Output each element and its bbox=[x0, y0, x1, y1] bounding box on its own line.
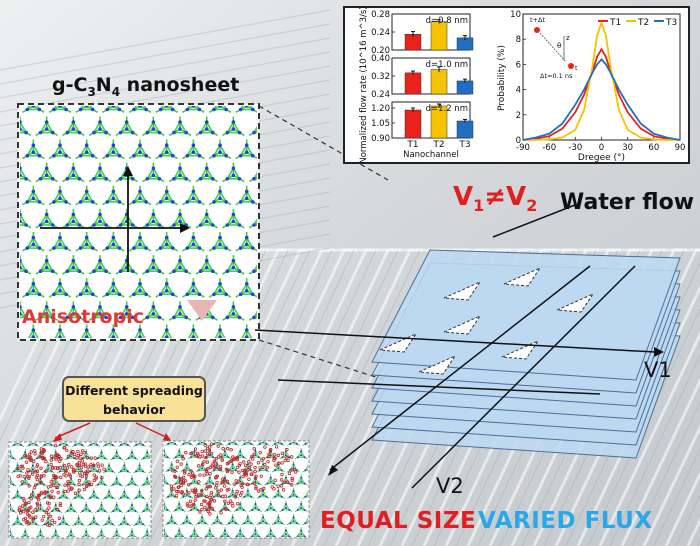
inset-molecule-2 bbox=[568, 63, 574, 69]
flow-line-v2-b bbox=[411, 265, 636, 489]
line-ytick-label: 4 bbox=[516, 86, 521, 96]
bar-panel-annotation: d=0.8 nm bbox=[426, 16, 468, 26]
bar-ytick-label: 1.20 bbox=[371, 104, 390, 114]
bar-T1 bbox=[404, 72, 422, 95]
connector-top bbox=[258, 105, 389, 181]
v1-arrowhead bbox=[654, 347, 664, 357]
anisotropic-label: Anisotropic bbox=[22, 306, 144, 328]
bar-ytick-label: 0.40 bbox=[371, 54, 390, 64]
thumb-right-water bbox=[169, 442, 298, 516]
flow-line-v1-a bbox=[254, 329, 656, 353]
inset-label-t: t bbox=[575, 64, 578, 72]
line-ytick-label: 2 bbox=[516, 111, 521, 121]
water-flow-line bbox=[492, 204, 576, 238]
line-xtick-label: 60 bbox=[648, 143, 659, 153]
pore-triangle bbox=[503, 266, 542, 287]
water-flow-label: Water flow bbox=[560, 190, 695, 215]
bar-category-label: T2 bbox=[432, 140, 444, 150]
chart-panel bbox=[343, 6, 690, 164]
line-ylabel: Probability (%) bbox=[497, 45, 507, 111]
flow-line-v1-b bbox=[277, 379, 601, 395]
line-xtick-label: 30 bbox=[622, 143, 633, 153]
inset-label-dt: Δt=0.1 ns bbox=[540, 72, 573, 80]
lattice-frame bbox=[17, 103, 260, 341]
v2-arrowhead bbox=[328, 465, 338, 476]
line-ytick-label: 8 bbox=[516, 35, 521, 45]
bar-ytick-label: 0.24 bbox=[371, 28, 390, 38]
inset-label-tdt: t+Δt bbox=[530, 16, 545, 24]
pore-triangle bbox=[443, 280, 482, 301]
line-xtick-label: 0 bbox=[599, 143, 604, 153]
bar-T3 bbox=[456, 80, 474, 95]
series-line-T1 bbox=[522, 47, 681, 141]
bar-T2 bbox=[430, 69, 448, 95]
arrow-right bbox=[135, 422, 169, 439]
v1-label: V1 bbox=[644, 358, 672, 382]
bar-T1 bbox=[404, 109, 422, 139]
vertical-arrowhead bbox=[123, 166, 133, 176]
g-c3n4-lattice bbox=[20, 106, 257, 338]
bar-ytick-label: 0.32 bbox=[371, 72, 390, 82]
nanosheet-title: g-C3N4 nanosheet bbox=[52, 74, 240, 99]
bar-ytick-label: 0.20 bbox=[371, 46, 390, 56]
thumb-left-water bbox=[16, 443, 106, 527]
connector-bottom bbox=[258, 339, 386, 381]
inset-label-theta: θ bbox=[557, 42, 561, 50]
line-xlabel: Dregee (°) bbox=[578, 153, 625, 163]
varied-flux-caption: VARIED FLUX bbox=[478, 508, 653, 534]
v2-label: V2 bbox=[436, 474, 464, 498]
bar-category-label: T1 bbox=[406, 140, 418, 150]
v1-not-equal-v2: V1≠V2 bbox=[453, 182, 538, 216]
bar-ytick-label: 1.05 bbox=[371, 119, 390, 129]
bar-ytick-label: 0.90 bbox=[371, 134, 390, 144]
line-ytick-label: 0 bbox=[516, 136, 521, 146]
spreading-behavior-box: Different spreading behavior bbox=[62, 376, 206, 422]
legend-label-T2: T2 bbox=[637, 18, 649, 28]
flow-line-v2-a bbox=[329, 265, 591, 471]
inset-molecule-1 bbox=[534, 27, 540, 33]
angle-probability-line-chart: -90 -60 -30 0 30 60 90 0 2 4 6 8 10 T1 T2 T3 Dregee (°) P… bbox=[497, 10, 685, 163]
bar-ytick-label: 0.24 bbox=[371, 90, 390, 100]
bar-ytick-label: 0.28 bbox=[371, 10, 390, 20]
pore-triangle bbox=[556, 292, 595, 313]
series-line-T2 bbox=[523, 20, 680, 141]
arrow-left bbox=[54, 422, 91, 439]
line-xtick-label: -30 bbox=[568, 143, 582, 153]
series-line-T3 bbox=[522, 58, 681, 141]
bar-ylabel: Normalized flow rate (10^16 m^3/s) bbox=[359, 6, 369, 163]
sheet-layer bbox=[371, 249, 681, 381]
line-xtick-label: 90 bbox=[675, 143, 686, 153]
pore-triangle bbox=[418, 354, 457, 375]
line-ytick-label: 10 bbox=[510, 10, 521, 20]
line-xtick-label: -60 bbox=[542, 143, 556, 153]
bar-panel-annotation: d=1.2 nm bbox=[426, 104, 468, 114]
line-xtick-label: -90 bbox=[516, 143, 530, 153]
legend-label-T1: T1 bbox=[609, 18, 621, 28]
inset-arc bbox=[539, 32, 567, 63]
inset-label-z: z bbox=[566, 34, 570, 42]
horizontal-arrowhead bbox=[180, 223, 190, 233]
legend-label-T3: T3 bbox=[665, 18, 677, 28]
bar-xlabel: Nanochannel bbox=[403, 150, 459, 160]
bar-T3 bbox=[456, 120, 474, 139]
bar-category-label: T3 bbox=[458, 140, 470, 150]
triangular-pore-marker bbox=[187, 300, 217, 321]
pore-triangle bbox=[443, 314, 482, 335]
bar-panel-annotation: d=1.0 nm bbox=[426, 60, 468, 70]
equal-size-caption: EQUAL SIZE bbox=[320, 508, 477, 534]
flow-rate-bar-chart: 0.20 0.24 0.28 d=0.8 nm 0.24 0.32 0.40 d=1.0 nm… bbox=[359, 6, 474, 164]
line-ytick-label: 6 bbox=[516, 60, 521, 70]
